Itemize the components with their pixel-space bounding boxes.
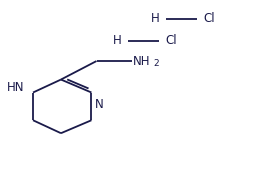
Text: H: H <box>151 12 160 25</box>
Text: Cl: Cl <box>203 12 215 25</box>
Text: HN: HN <box>7 81 24 94</box>
Text: N: N <box>95 98 104 111</box>
Text: H: H <box>113 34 122 47</box>
Text: 2: 2 <box>154 59 159 68</box>
Text: Cl: Cl <box>165 34 177 47</box>
Text: NH: NH <box>133 55 151 68</box>
